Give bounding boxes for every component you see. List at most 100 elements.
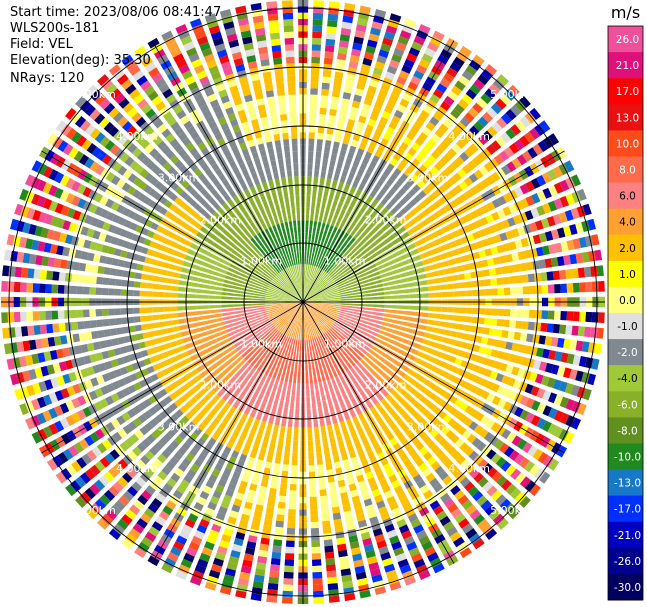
velocity-gate [445, 275, 453, 282]
velocity-gate [484, 504, 497, 516]
velocity-gate [410, 263, 418, 269]
velocity-gate [288, 414, 294, 422]
velocity-gate [310, 319, 314, 326]
velocity-gate [179, 273, 187, 280]
velocity-gate [229, 406, 237, 414]
velocity-gate [417, 267, 426, 274]
velocity-gate [216, 317, 224, 322]
velocity-gate [320, 495, 328, 503]
velocity-gate [241, 427, 249, 436]
velocity-gate [401, 321, 408, 327]
velocity-gate [102, 277, 110, 285]
velocity-gate [393, 324, 401, 330]
velocity-gate [284, 342, 288, 350]
velocity-gate [479, 378, 489, 388]
velocity-gate [265, 297, 272, 300]
velocity-gate [342, 393, 349, 401]
velocity-gate [429, 93, 441, 104]
velocity-gate [413, 391, 422, 400]
velocity-gate [304, 307, 308, 314]
velocity-gate [477, 476, 489, 488]
velocity-gate [390, 305, 398, 309]
velocity-gate [336, 259, 342, 266]
velocity-gate [325, 287, 332, 291]
velocity-gate [393, 274, 401, 280]
velocity-gate [389, 157, 398, 167]
velocity-gate [376, 122, 386, 131]
velocity-gate [339, 238, 346, 245]
velocity-gate [340, 492, 349, 500]
velocity-gate [322, 438, 329, 446]
velocity-gate [414, 281, 422, 287]
velocity-gate [486, 485, 498, 497]
velocity-gate [389, 535, 400, 545]
velocity-gate [339, 447, 347, 455]
velocity-gate [371, 311, 378, 316]
velocity-gate [338, 285, 345, 290]
velocity-gate [364, 209, 372, 217]
velocity-gate [196, 524, 208, 534]
velocity-gate [504, 503, 516, 515]
velocity-gate [357, 315, 364, 320]
velocity-gate [402, 259, 410, 266]
velocity-gate [469, 509, 481, 521]
velocity-gate [326, 570, 337, 578]
velocity-gate [343, 412, 351, 421]
velocity-gate [206, 329, 214, 335]
velocity-gate [318, 483, 326, 490]
velocity-gate [324, 551, 335, 559]
velocity-gate [431, 150, 441, 160]
velocity-gate [339, 245, 345, 252]
velocity-gate [289, 324, 294, 331]
velocity-gate [364, 387, 372, 395]
velocity-gate [368, 229, 376, 237]
velocity-gate [514, 100, 527, 113]
velocity-gate [326, 310, 333, 314]
velocity-gate [427, 285, 435, 291]
velocity-gate [536, 190, 547, 202]
velocity-gate [360, 214, 368, 222]
velocity-gate [477, 317, 485, 325]
velocity-gate [393, 403, 402, 412]
velocity-gate [256, 498, 265, 506]
velocity-gate [227, 308, 235, 312]
velocity-gate [399, 453, 409, 463]
velocity-gate [358, 413, 365, 421]
velocity-gate [252, 305, 260, 309]
velocity-gate [436, 335, 444, 342]
velocity-gate [229, 510, 239, 519]
velocity-gate [294, 345, 297, 352]
velocity-gate [293, 376, 297, 384]
velocity-gate [246, 380, 253, 388]
velocity-gate [495, 329, 503, 337]
velocity-gate [449, 61, 462, 73]
velocity-gate [478, 165, 489, 176]
velocity-gate [415, 153, 425, 163]
velocity-gate [321, 432, 327, 440]
velocity-gate [251, 444, 259, 453]
velocity-gate [419, 237, 428, 245]
velocity-gate [101, 308, 109, 316]
velocity-gate [244, 421, 252, 430]
velocity-gate [564, 431, 575, 444]
velocity-gate [222, 416, 230, 425]
velocity-gate [334, 297, 341, 300]
velocity-gate [381, 110, 391, 120]
velocity-gate [316, 227, 320, 235]
velocity-gate [345, 288, 352, 292]
velocity-gate [325, 223, 330, 231]
velocity-gate [154, 268, 162, 275]
velocity-gate [303, 283, 305, 290]
velocity-gate [335, 267, 341, 274]
velocity-gate [485, 380, 495, 390]
velocity-gate [316, 145, 323, 153]
velocity-gate [428, 402, 437, 412]
velocity-gate [253, 310, 261, 314]
velocity-gate [354, 442, 362, 450]
velocity-gate [247, 535, 258, 543]
velocity-gate [270, 558, 281, 566]
velocity-gate [391, 115, 401, 125]
velocity-gate [451, 450, 462, 461]
velocity-gate [439, 235, 448, 243]
velocity-gate [266, 500, 275, 508]
